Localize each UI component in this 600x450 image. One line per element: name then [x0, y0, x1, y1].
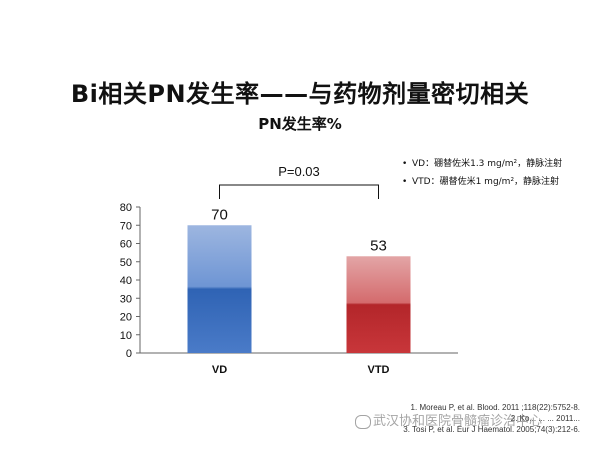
y-tick-label: 70	[120, 220, 132, 232]
y-tick-label: 20	[120, 312, 132, 324]
x-tick-label-vtd: VTD	[368, 364, 390, 376]
data-label-vd: 70	[211, 206, 228, 223]
p-value-label: P=0.03	[278, 164, 320, 179]
wechat-icon	[355, 414, 371, 429]
legend-text: VD：硼替佐米1.3 mg/m²，静脉注射	[412, 159, 563, 169]
bar-vtd	[346, 256, 411, 353]
y-tick-label: 30	[120, 293, 132, 305]
reference-2: 2. Ko... ... ... 2011...	[510, 414, 580, 423]
legend-item-vd: • VD：硼替佐米1.3 mg/m²，静脉注射	[402, 155, 562, 173]
legend-bullet: •	[402, 159, 408, 169]
chart-subtitle: PN发生率%	[258, 115, 342, 133]
references: 1. Moreau P, et al. Blood. 2011 ;118(22)…	[300, 402, 580, 435]
y-tick-label: 80	[120, 202, 132, 214]
y-tick-label: 40	[120, 275, 132, 287]
chart-axes: 0 10 20 30 40 50 60 70 80	[120, 202, 458, 360]
reference-3: 3. Tosi P, et al. Eur J Haematol. 2005;7…	[403, 425, 580, 434]
y-tick-label: 60	[120, 239, 132, 251]
reference-1: 1. Moreau P, et al. Blood. 2011 ;118(22)…	[410, 403, 580, 412]
chart-bars	[187, 225, 411, 353]
data-label-vtd: 53	[370, 237, 387, 254]
p-value-bracket	[219, 184, 379, 199]
chart-labels: 70 VD 53 VTD	[211, 206, 389, 376]
chart-annotation: P=0.03	[219, 164, 379, 199]
y-tick-label: 50	[120, 257, 132, 269]
watermark: 武汉协和医院骨髓瘤诊治中心	[355, 410, 542, 429]
slide-title: Bi相关PN发生率——与药物剂量密切相关	[70, 80, 530, 108]
x-tick-label-vd: VD	[212, 364, 227, 376]
legend-text: VTD：硼替佐米1 mg/m²，静脉注射	[412, 177, 560, 187]
watermark-text: 武汉协和医院骨髓瘤诊治中心	[373, 414, 543, 429]
y-tick-label: 0	[126, 348, 132, 360]
legend-bullet: •	[402, 177, 408, 187]
bar-vd	[187, 225, 252, 353]
y-tick-label: 10	[120, 330, 132, 342]
legend-item-vtd: • VTD：硼替佐米1 mg/m²，静脉注射	[402, 173, 562, 191]
legend: • VD：硼替佐米1.3 mg/m²，静脉注射 • VTD：硼替佐米1 mg/m²，…	[402, 155, 562, 191]
